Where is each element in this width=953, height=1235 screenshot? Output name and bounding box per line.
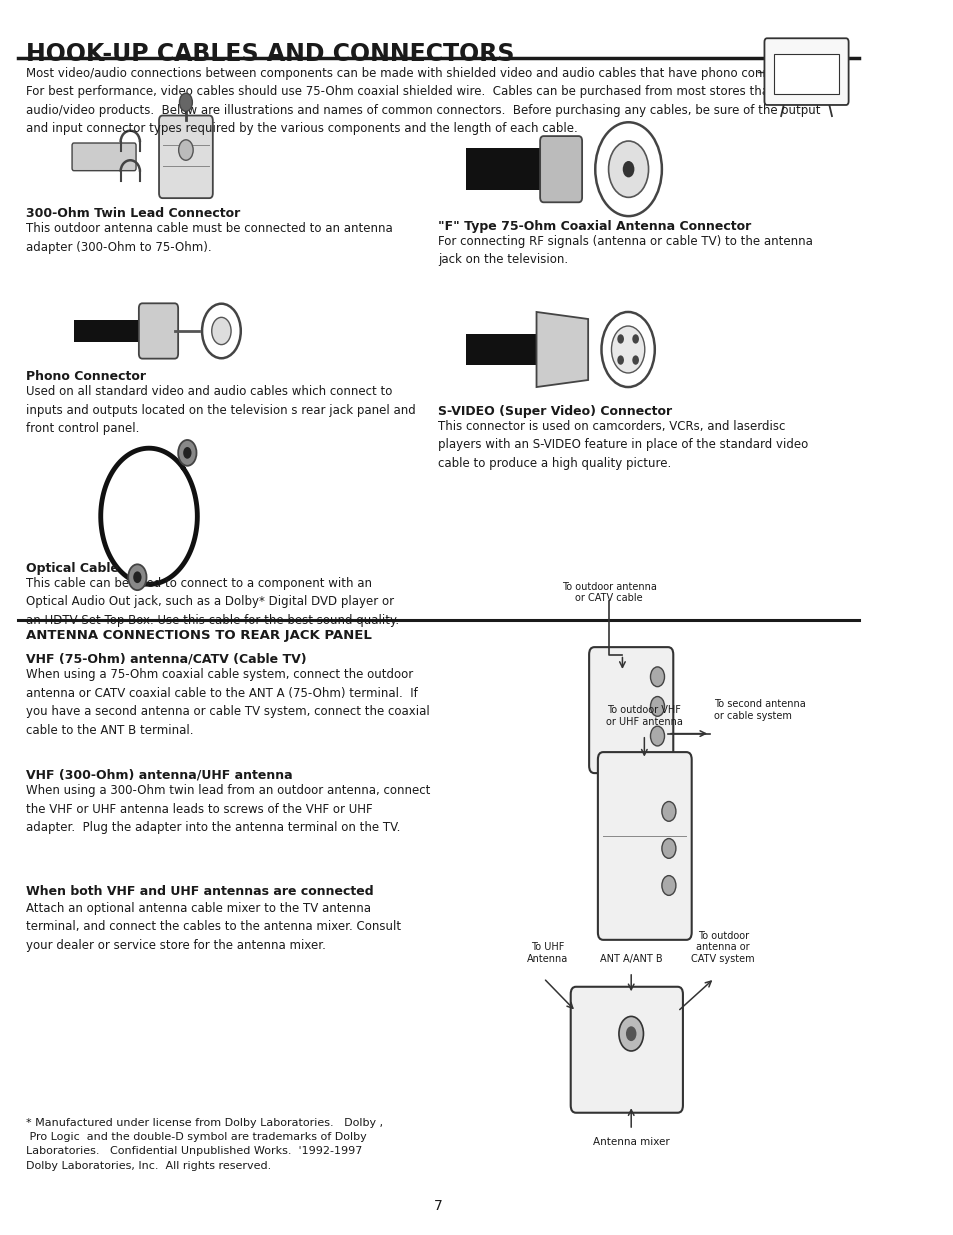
FancyBboxPatch shape [598, 752, 691, 940]
Text: HOOK-UP CABLES AND CONNECTORS: HOOK-UP CABLES AND CONNECTORS [27, 42, 515, 65]
Circle shape [617, 335, 623, 343]
Text: When using a 75-Ohm coaxial cable system, connect the outdoor
antenna or CATV co: When using a 75-Ohm coaxial cable system… [27, 668, 430, 736]
Text: 300-Ohm Twin Lead Connector: 300-Ohm Twin Lead Connector [27, 207, 240, 221]
Circle shape [133, 572, 141, 583]
Circle shape [625, 1026, 636, 1041]
Circle shape [611, 326, 644, 373]
Text: * Manufactured under license from Dolby Laboratories.   Dolby ,
 Pro Logic  and : * Manufactured under license from Dolby … [27, 1118, 383, 1171]
Text: To outdoor
antenna or
CATV system: To outdoor antenna or CATV system [691, 931, 754, 965]
Polygon shape [536, 312, 588, 387]
Text: VHF (300-Ohm) antenna/UHF antenna: VHF (300-Ohm) antenna/UHF antenna [27, 768, 293, 782]
FancyBboxPatch shape [589, 647, 673, 773]
Text: Attach an optional antenna cable mixer to the TV antenna
terminal, and connect t: Attach an optional antenna cable mixer t… [27, 902, 401, 951]
Text: VHF (75-Ohm) antenna/CATV (Cable TV): VHF (75-Ohm) antenna/CATV (Cable TV) [27, 652, 307, 666]
Text: ANTENNA CONNECTIONS TO REAR JACK PANEL: ANTENNA CONNECTIONS TO REAR JACK PANEL [27, 629, 372, 642]
FancyBboxPatch shape [466, 148, 545, 190]
Circle shape [595, 122, 661, 216]
Text: "F" Type 75-Ohm Coaxial Antenna Connector: "F" Type 75-Ohm Coaxial Antenna Connecto… [437, 220, 751, 233]
FancyBboxPatch shape [139, 304, 178, 358]
Text: To second antenna
or cable system: To second antenna or cable system [714, 699, 805, 721]
Text: 7: 7 [434, 1199, 442, 1213]
FancyBboxPatch shape [465, 335, 540, 364]
Circle shape [650, 667, 664, 687]
Text: For connecting RF signals (antenna or cable TV) to the antenna
jack on the telev: For connecting RF signals (antenna or ca… [437, 235, 812, 267]
FancyBboxPatch shape [763, 38, 848, 105]
Circle shape [178, 140, 193, 161]
Circle shape [617, 356, 623, 364]
Text: Used on all standard video and audio cables which connect to
inputs and outputs : Used on all standard video and audio cab… [27, 385, 416, 435]
FancyBboxPatch shape [72, 143, 136, 170]
Text: This cable can be used to connect to a component with an
Optical Audio Out jack,: This cable can be used to connect to a c… [27, 577, 399, 626]
Circle shape [178, 440, 196, 466]
FancyBboxPatch shape [73, 320, 142, 342]
Circle shape [650, 697, 664, 716]
Text: To outdoor VHF
or UHF antenna: To outdoor VHF or UHF antenna [605, 705, 682, 727]
Circle shape [608, 141, 648, 198]
Circle shape [179, 93, 193, 111]
Circle shape [661, 802, 676, 821]
Circle shape [600, 312, 654, 387]
Text: To UHF
Antenna: To UHF Antenna [527, 942, 568, 965]
Circle shape [202, 304, 240, 358]
Text: Phono Connector: Phono Connector [27, 370, 146, 384]
Circle shape [618, 1016, 643, 1051]
Text: When using a 300-Ohm twin lead from an outdoor antenna, connect
the VHF or UHF a: When using a 300-Ohm twin lead from an o… [27, 784, 430, 834]
FancyBboxPatch shape [773, 54, 838, 94]
Circle shape [183, 447, 192, 458]
Circle shape [632, 335, 639, 343]
Text: ANT A/ANT B: ANT A/ANT B [599, 955, 661, 965]
Circle shape [661, 876, 676, 895]
Text: When both VHF and UHF antennas are connected: When both VHF and UHF antennas are conne… [27, 885, 374, 899]
Circle shape [650, 726, 664, 746]
FancyBboxPatch shape [539, 136, 581, 203]
Circle shape [632, 356, 639, 364]
Circle shape [661, 839, 676, 858]
Text: This outdoor antenna cable must be connected to an antenna
adapter (300-Ohm to 7: This outdoor antenna cable must be conne… [27, 222, 393, 254]
Text: Antenna mixer: Antenna mixer [592, 1137, 669, 1147]
FancyBboxPatch shape [159, 116, 213, 198]
Circle shape [128, 564, 147, 590]
Circle shape [622, 161, 634, 178]
Circle shape [212, 317, 231, 345]
Text: This connector is used on camcorders, VCRs, and laserdisc
players with an S-VIDE: This connector is used on camcorders, VC… [437, 420, 808, 469]
FancyBboxPatch shape [570, 987, 682, 1113]
Text: S-VIDEO (Super Video) Connector: S-VIDEO (Super Video) Connector [437, 405, 672, 419]
Text: Most video/audio connections between components can be made with shielded video : Most video/audio connections between com… [27, 67, 820, 135]
Text: To outdoor antenna
or CATV cable: To outdoor antenna or CATV cable [561, 582, 656, 604]
Text: Optical Cable: Optical Cable [27, 562, 119, 576]
